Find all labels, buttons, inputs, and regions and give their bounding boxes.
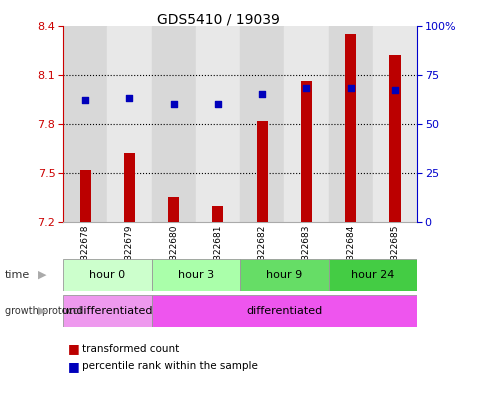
- Bar: [328, 259, 416, 291]
- Bar: [168, 198, 179, 222]
- Bar: [63, 295, 151, 327]
- Point: [258, 91, 266, 97]
- Text: time: time: [5, 270, 30, 280]
- Bar: [151, 295, 416, 327]
- Text: percentile rank within the sample: percentile rank within the sample: [82, 361, 258, 371]
- Text: ▶: ▶: [37, 306, 46, 316]
- Text: growth protocol: growth protocol: [5, 306, 81, 316]
- Bar: [372, 26, 416, 222]
- Bar: [300, 81, 311, 222]
- Text: transformed count: transformed count: [82, 343, 180, 354]
- Bar: [284, 26, 328, 222]
- Text: differentiated: differentiated: [246, 306, 322, 316]
- Point: [169, 101, 177, 107]
- Bar: [345, 34, 356, 222]
- Point: [390, 87, 398, 94]
- Bar: [151, 26, 196, 222]
- Bar: [107, 26, 151, 222]
- Point: [125, 95, 133, 101]
- Text: hour 9: hour 9: [266, 270, 302, 280]
- Point: [346, 85, 354, 92]
- Bar: [196, 26, 240, 222]
- Bar: [240, 26, 284, 222]
- Text: ■: ■: [68, 360, 79, 373]
- Bar: [328, 26, 372, 222]
- Bar: [151, 259, 240, 291]
- Bar: [240, 259, 328, 291]
- Text: ■: ■: [68, 342, 79, 355]
- Bar: [256, 121, 267, 222]
- Bar: [389, 55, 400, 222]
- Bar: [212, 206, 223, 222]
- Point: [302, 85, 310, 92]
- Bar: [63, 259, 151, 291]
- Point: [213, 101, 221, 107]
- Text: undifferentiated: undifferentiated: [62, 306, 152, 316]
- Bar: [123, 153, 135, 222]
- Bar: [79, 170, 91, 222]
- Text: GDS5410 / 19039: GDS5410 / 19039: [156, 13, 279, 27]
- Text: ▶: ▶: [37, 270, 46, 280]
- Point: [81, 97, 89, 103]
- Bar: [63, 26, 107, 222]
- Text: hour 24: hour 24: [350, 270, 393, 280]
- Text: hour 3: hour 3: [178, 270, 213, 280]
- Text: hour 0: hour 0: [89, 270, 125, 280]
